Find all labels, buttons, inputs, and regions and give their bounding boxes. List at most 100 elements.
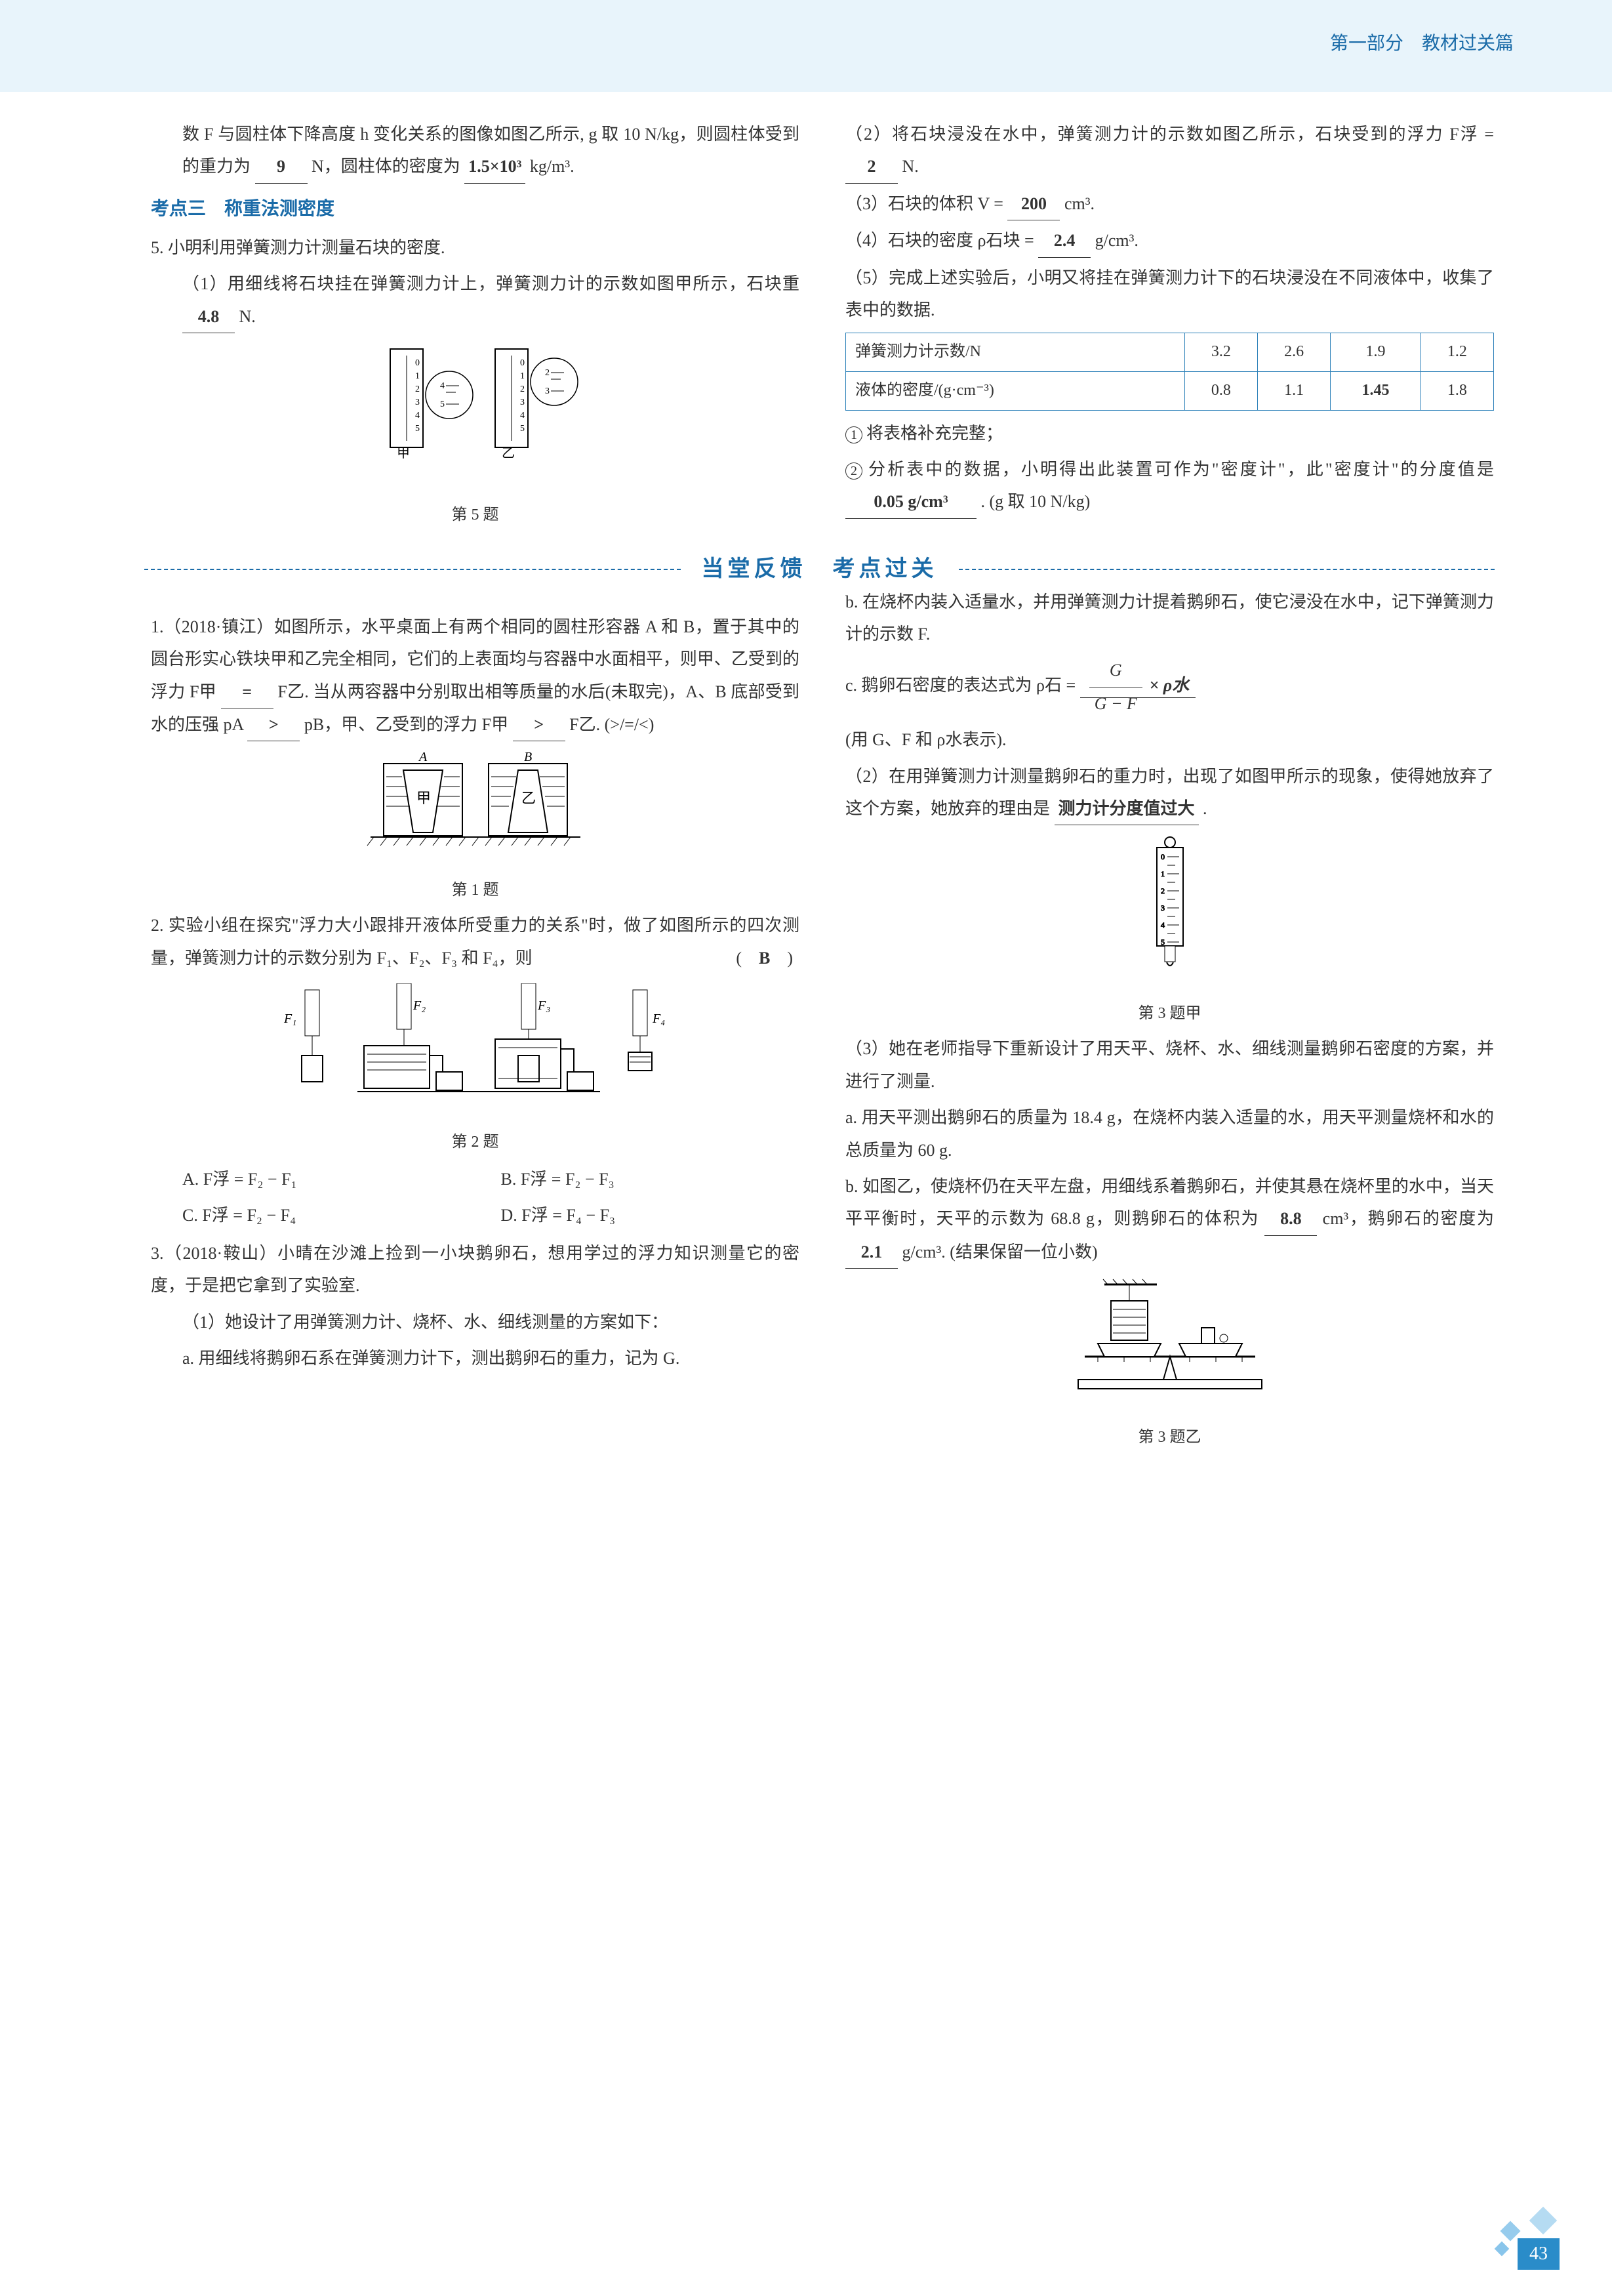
table-cell: 1.1 (1257, 371, 1330, 410)
table-cell: 3.2 (1184, 333, 1257, 372)
text: N，圆柱体的密度为 (312, 157, 460, 176)
fig3y-caption: 第 3 题乙 (845, 1423, 1494, 1453)
svg-text:5: 5 (415, 424, 420, 434)
fig5-caption: 第 5 题 (151, 501, 799, 531)
svg-text:1: 1 (415, 371, 420, 381)
text: pB，甲、乙受到的浮力 F甲 (304, 715, 508, 734)
circle-2-icon: 2 (845, 462, 862, 480)
q3-2: （2）在用弹簧测力计测量鹅卵石的重力时，出现了如图甲所示的现象，使得她放弃了这个… (845, 760, 1494, 826)
text: cm³. (1064, 194, 1095, 213)
text: . (1203, 799, 1207, 818)
svg-text:乙: 乙 (521, 790, 536, 806)
q2-options: A. F浮 = F₂ − F₁ B. F浮 = F₂ − F₃ C. F浮 = … (151, 1163, 799, 1232)
table-cell: 2.6 (1257, 333, 1330, 372)
pre-q5-text: 数 F 与圆柱体下降高度 h 变化关系的图像如图乙所示, g 取 10 N/kg… (151, 118, 799, 184)
q5-intro: 5. 小明利用弹簧测力计测量石块的密度. (151, 232, 799, 264)
blank-eq: = (221, 676, 273, 708)
content-area: 数 F 与圆柱体下降高度 h 变化关系的图像如图乙所示, g 取 10 N/kg… (151, 118, 1494, 2217)
svg-text:3: 3 (415, 398, 420, 407)
svg-text:甲: 甲 (416, 790, 431, 806)
q1-text: 1.（2018·镇江）如图所示，水平桌面上有两个相同的圆柱形容器 A 和 B，置… (151, 611, 799, 742)
q3-1: （1）她设计了用弹簧测力计、烧杯、水、细线测量的方案如下： (151, 1306, 799, 1338)
circled-2: 2分析表中的数据，小明得出此装置可作为"密度计"，此"密度计"的分度值是 0.0… (845, 453, 1494, 519)
q3-3a: a. 用天平测出鹅卵石的质量为 18.4 g，在烧杯内装入适量的水，用天平测量烧… (845, 1101, 1494, 1166)
blank-gt1: > (247, 708, 300, 741)
table-cell: 1.8 (1421, 371, 1493, 410)
figure-q5: 甲 012 345 4 5 乙 01 (151, 342, 799, 530)
svg-text:甲: 甲 (397, 446, 410, 461)
frac-den: G − F (1089, 687, 1142, 720)
svg-text:5: 5 (520, 424, 525, 434)
svg-text:4: 4 (1161, 920, 1165, 930)
blank-density2: 2.1 (845, 1236, 898, 1269)
svg-text:2: 2 (1161, 886, 1165, 895)
svg-text:F₂: F₂ (413, 998, 426, 1013)
opt-c: C. F浮 = F₂ − F₄ (182, 1199, 481, 1231)
q3-intro: 3.（2018·鞍山）小晴在沙滩上捡到一小块鹅卵石，想用学过的浮力知识测量它的密… (151, 1237, 799, 1302)
opt-a: A. F浮 = F₂ − F₁ (182, 1163, 481, 1195)
svg-text:5: 5 (440, 400, 445, 409)
text: N. (902, 157, 919, 176)
text: cm³，鹅卵石的密度为 (1323, 1209, 1494, 1228)
page: 第一部分 教材过关篇 数 F 与圆柱体下降高度 h 变化关系的图像如图乙所示, … (0, 0, 1612, 2296)
figure-q3-yi: 第 3 题乙 (845, 1278, 1494, 1452)
blank-density: 1.5×10³ (464, 150, 525, 183)
svg-text:1: 1 (520, 371, 525, 381)
q5-3: （3）石块的体积 V = 200 cm³. (845, 188, 1494, 220)
q3-1a: a. 用细线将鹅卵石系在弹簧测力计下，测出鹅卵石的重力，记为 G. (151, 1342, 799, 1374)
blank-volume: 8.8 (1264, 1202, 1317, 1235)
text: 2. 实验小组在探究"浮力大小跟排开液体所受重力的关系"时，做了如图所示的四次测… (151, 916, 799, 967)
table-cell-bold: 1.45 (1331, 371, 1421, 410)
q5-4: （4）石块的密度 ρ石块 = 2.4 g/cm³. (845, 224, 1494, 257)
text: . (g 取 10 N/kg) (981, 492, 1091, 511)
text: × ρ水 (1149, 676, 1189, 695)
text: 分析表中的数据，小明得出此装置可作为"密度计"，此"密度计"的分度值是 (866, 460, 1494, 479)
text: （2）将石块浸没在水中，弹簧测力计的示数如图乙所示，石块受到的浮力 F浮 = (845, 125, 1494, 144)
spacer (845, 523, 1494, 586)
text: （1）用细线将石块挂在弹簧测力计上，弹簧测力计的示数如图甲所示，石块重 (182, 274, 799, 293)
svg-text:4: 4 (520, 411, 525, 420)
page-header: 第一部分 教材过关篇 (1330, 26, 1514, 61)
table-header-1: 弹簧测力计示数/N (846, 333, 1185, 372)
figure-q1: A 甲 B 乙 (151, 750, 799, 905)
left-column: 数 F 与圆柱体下降高度 h 变化关系的图像如图乙所示, g 取 10 N/kg… (151, 118, 799, 2217)
blank-f: 2 (845, 150, 898, 183)
svg-text:5: 5 (1161, 937, 1165, 947)
text: c. 鹅卵石密度的表达式为 ρ石 = (845, 676, 1076, 695)
svg-text:3: 3 (545, 386, 550, 396)
table-cell: 1.9 (1331, 333, 1421, 372)
figure-q3-jia: 0 1 2 3 4 5 第 3 题甲 (845, 834, 1494, 1029)
table-cell: 0.8 (1184, 371, 1257, 410)
table-cell: 1.2 (1421, 333, 1493, 372)
blank-rho: 2.4 (1038, 224, 1091, 257)
q5-2: （2）将石块浸没在水中，弹簧测力计的示数如图乙所示，石块受到的浮力 F浮 = 2… (845, 118, 1494, 184)
fig2-caption: 第 2 题 (151, 1128, 799, 1158)
q3-3: （3）她在老师指导下重新设计了用天平、烧杯、水、细线测量鹅卵石密度的方案，并进行… (845, 1033, 1494, 1097)
q2-text: 2. 实验小组在探究"浮力大小跟排开液体所受重力的关系"时，做了如图所示的四次测… (151, 909, 799, 974)
svg-text:3: 3 (1161, 903, 1165, 912)
svg-text:3: 3 (520, 398, 525, 407)
blank-gravity: 9 (255, 150, 308, 183)
svg-text:0: 0 (520, 358, 525, 368)
density-table: 弹簧测力计示数/N 3.2 2.6 1.9 1.2 液体的密度/(g·cm⁻³)… (845, 333, 1494, 410)
svg-text:4: 4 (415, 411, 420, 420)
svg-text:F₄: F₄ (652, 1012, 665, 1026)
svg-text:2: 2 (415, 384, 420, 394)
text: （4）石块的密度 ρ石块 = (845, 231, 1034, 250)
opt-d: D. F浮 = F₄ − F₃ (501, 1199, 800, 1231)
text: g/cm³. (1095, 231, 1138, 250)
q3-1b: b. 在烧杯内装入适量水，并用弹簧测力计提着鹅卵石，使它浸没在水中，记下弹簧测力… (845, 586, 1494, 651)
figure-q2: F₁ F₂ F₃ (151, 983, 799, 1158)
fraction: G G − F (1089, 654, 1142, 720)
blank-precision: 0.05 g/cm³ (845, 485, 977, 518)
page-number-decoration: 43 (1487, 2217, 1560, 2270)
divider-line-left (144, 569, 681, 570)
text: 将表格补充完整； (866, 424, 1003, 443)
svg-text:4: 4 (440, 381, 445, 391)
svg-text:乙: 乙 (502, 446, 515, 461)
svg-text:F₁: F₁ (283, 1012, 296, 1026)
kd3-heading: 考点三 称重法测密度 (151, 192, 799, 226)
opt-b: B. F浮 = F₂ − F₃ (501, 1163, 800, 1195)
text: N. (239, 307, 256, 326)
table-header-2: 液体的密度/(g·cm⁻³) (846, 371, 1185, 410)
